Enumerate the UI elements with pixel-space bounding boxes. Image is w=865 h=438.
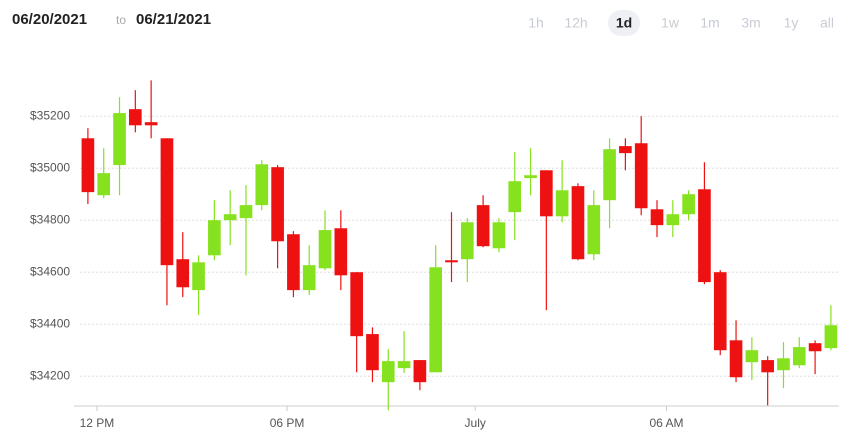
candle-body xyxy=(682,194,695,215)
candle-body xyxy=(318,230,332,269)
y-tick-label: $34200 xyxy=(30,368,70,382)
candle-body xyxy=(666,214,680,226)
candle-body xyxy=(413,360,427,383)
candle-body xyxy=(176,259,190,288)
candle-body xyxy=(729,340,743,378)
range-button[interactable]: all xyxy=(820,15,834,31)
candle-body xyxy=(445,260,458,263)
candle-body xyxy=(255,164,269,206)
date-from: 06/20/2021 xyxy=(12,11,87,28)
candle-body xyxy=(808,343,822,352)
candle-body xyxy=(460,222,474,260)
range-button[interactable]: 3m xyxy=(741,15,760,31)
candle-body xyxy=(271,167,284,242)
candle-body xyxy=(144,122,158,126)
date-separator: to xyxy=(116,13,126,27)
candle-body xyxy=(508,181,522,213)
candle-body xyxy=(777,358,790,371)
candle-body xyxy=(223,214,237,221)
range-button-bg xyxy=(608,10,640,36)
candle-body xyxy=(587,205,601,255)
candle-body xyxy=(650,209,664,226)
candle-body xyxy=(287,234,300,291)
candle-body xyxy=(129,109,142,126)
x-tick-label: July xyxy=(465,416,486,430)
candle-body xyxy=(334,228,348,276)
candle-body xyxy=(634,143,648,209)
candle-body xyxy=(524,175,537,179)
range-button[interactable]: 1w xyxy=(661,15,680,31)
candle-body xyxy=(603,149,616,201)
candle-body xyxy=(571,186,585,260)
y-tick-label: $35200 xyxy=(30,108,70,122)
candle-body xyxy=(555,190,569,217)
candle-body xyxy=(619,146,632,154)
x-tick-label: 12 PM xyxy=(80,416,115,430)
candle-body xyxy=(540,170,553,217)
y-tick-label: $34600 xyxy=(30,264,70,278)
date-to: 06/21/2021 xyxy=(136,11,211,28)
candle-body xyxy=(476,205,490,247)
y-tick-label: $35000 xyxy=(30,160,70,174)
candle-body xyxy=(745,350,759,363)
candle-body xyxy=(366,334,379,371)
candle-body xyxy=(81,138,95,193)
y-tick-label: $34800 xyxy=(30,212,70,226)
candle-body xyxy=(824,325,838,349)
y-tick-label: $34400 xyxy=(30,316,70,330)
candle-body xyxy=(302,265,316,291)
range-button[interactable]: 1d xyxy=(616,15,632,31)
candle-body xyxy=(397,361,411,369)
range-button[interactable]: 1h xyxy=(528,15,544,31)
candle-body xyxy=(113,113,126,166)
candle-body xyxy=(381,361,395,383)
candle-body xyxy=(97,173,111,196)
candle-body xyxy=(698,189,711,283)
candle-body xyxy=(429,267,443,373)
candle-body xyxy=(350,272,363,337)
candle-body xyxy=(160,138,174,266)
candle-body xyxy=(713,272,727,351)
range-button[interactable]: 1y xyxy=(784,15,799,31)
range-button[interactable]: 12h xyxy=(564,15,587,31)
range-button[interactable]: 1m xyxy=(700,15,719,31)
x-tick-label: 06 AM xyxy=(649,416,683,430)
candle-body xyxy=(192,262,205,291)
candle-body xyxy=(239,205,253,219)
candle-body xyxy=(792,347,806,366)
x-tick-label: 06 PM xyxy=(270,416,305,430)
candle-body xyxy=(761,360,774,373)
candle-body xyxy=(208,220,221,256)
candle-body xyxy=(492,222,506,249)
